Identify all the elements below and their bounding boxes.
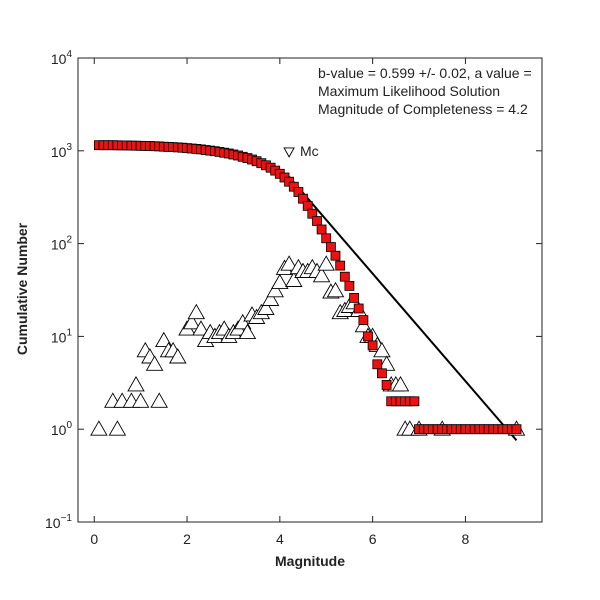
fit-line (288, 176, 518, 441)
triangle-point (312, 266, 331, 283)
square-point (372, 359, 383, 370)
triangle-point (182, 313, 201, 330)
annotation-b-value: b-value = 0.599 +/- 0.02, a value = (318, 65, 532, 81)
triangle-point (238, 323, 257, 340)
triangle-point (266, 281, 284, 298)
axes: 0 2 4 6 8 10−1 100 101 102 103 104 (45, 49, 543, 547)
triangle-point (145, 355, 164, 371)
square-point (335, 260, 346, 271)
triangle-point (131, 392, 150, 408)
square-point (376, 368, 387, 379)
x-tick-label: 0 (90, 531, 98, 547)
square-point (358, 315, 369, 326)
triangle-point (90, 420, 108, 436)
square-point (312, 216, 322, 226)
y-tick-label: 10−1 (45, 513, 72, 531)
square-point (363, 331, 373, 342)
square-point (344, 280, 355, 291)
mc-marker (283, 147, 295, 158)
triangle-point (373, 341, 391, 358)
square-point (367, 340, 378, 351)
x-tick-label: 2 (183, 531, 191, 547)
x-axis-label: Magnitude (275, 553, 345, 569)
triangle-point (150, 392, 168, 408)
triangle-point (192, 320, 210, 336)
x-tick-label: 8 (462, 531, 470, 547)
triangle-point (169, 348, 187, 364)
x-tick-label: 4 (276, 531, 284, 547)
y-tick-label: 104 (51, 49, 73, 67)
x-tick-label: 6 (369, 531, 377, 547)
y-tick-label: 101 (51, 327, 73, 345)
triangle-point (108, 420, 127, 436)
triangle-point (391, 375, 410, 392)
triangle-point (261, 290, 280, 306)
annotation-method: Maximum Likelihood Solution (318, 83, 500, 99)
y-tick-label: 103 (51, 142, 73, 160)
triangle-point (271, 273, 289, 290)
triangle-point (317, 255, 335, 271)
annotation-completeness: Magnitude of Completeness = 4.2 (318, 101, 528, 117)
y-tick-label: 102 (51, 235, 73, 253)
y-axis-label: Cumulative Number (14, 222, 30, 355)
triangle-point (280, 255, 298, 271)
triangle-point (285, 271, 303, 287)
square-point (349, 292, 360, 303)
triangle-point (127, 375, 145, 392)
plot-area (78, 58, 542, 522)
square-point (330, 250, 341, 261)
fit-line-layer (288, 176, 518, 441)
plot-frame (77, 57, 543, 523)
square-point (321, 233, 332, 244)
triangle-point (326, 281, 345, 298)
cumulative-series (94, 140, 522, 435)
square-point (353, 303, 364, 314)
square-point (511, 424, 522, 435)
square-point (325, 242, 336, 252)
y-tick-label: 100 (51, 420, 73, 438)
triangle-point (187, 303, 206, 320)
square-point (381, 379, 392, 390)
chart-text: Magnitude Cumulative Number b-value = 0.… (14, 65, 532, 569)
square-point (409, 396, 420, 407)
square-point (316, 224, 327, 235)
square-point (339, 271, 350, 282)
triangle-point (155, 331, 173, 348)
mc-label: Mc (300, 143, 319, 159)
triangle-point (257, 299, 275, 315)
plot-background (78, 58, 542, 522)
